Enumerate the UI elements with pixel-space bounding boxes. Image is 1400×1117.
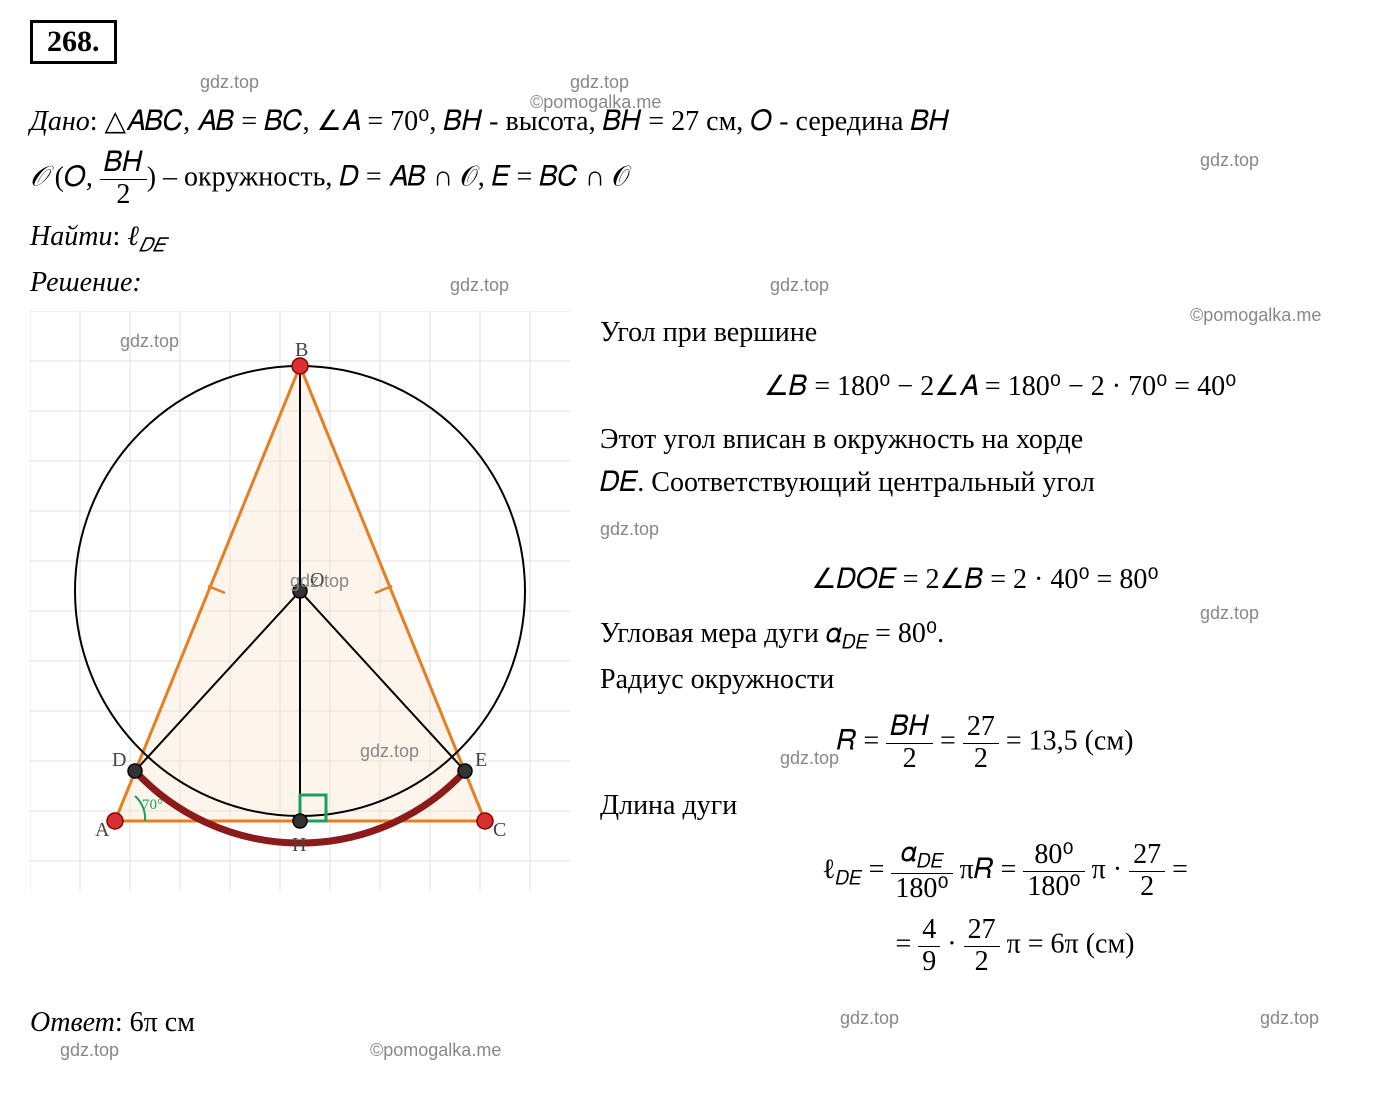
sol-f5: = 49 · 272 π = 6π (см) [600,915,1370,978]
sol-l3: 𝐷𝐸. Соответствующий центральный угол [600,461,1370,504]
problem-number-box: 268. [30,20,117,64]
given-label: Дано [30,106,90,137]
find-text: ℓ𝐷𝐸 [127,221,165,252]
sol-l6: Длина дуги [600,784,1370,827]
solution-label: Решение: [30,267,1370,299]
diagram: gdz.top gdz.top gdz.top [30,311,570,891]
answer-line: Ответ: 6π см [30,1007,1370,1039]
sol-l2: Этот угол вписан в окружность на хорде [600,418,1370,461]
given-text-1: △𝐴𝐵𝐶, 𝐴𝐵 = 𝐵𝐶, ∠𝐴 = 70⁰, 𝐵𝐻 - высота, 𝐵𝐻… [105,106,950,137]
label-C: C [493,819,506,841]
label-D: D [112,749,126,771]
find-label: Найти [30,221,112,252]
given-line-2: 𝒪 (𝑂, B𝐵𝐻2) – окружность, 𝐷 = 𝐴𝐵 ∩ 𝒪, 𝐸 … [30,148,1370,211]
sol-l1: Угол при вершине [600,311,1370,354]
given-script-o: 𝒪 [30,162,48,193]
sol-f4: ℓ𝐷𝐸 = 𝛼𝐷𝐸180⁰ π𝑅 = 80⁰180⁰ π · 272 = [600,838,1370,905]
find-line: Найти: ℓ𝐷𝐸 [30,221,1370,258]
answer-text: 6π см [130,1007,195,1038]
sol-f3: 𝑅 = 𝐵𝐻2 = 272 = 13,5 (см) [600,712,1370,775]
watermark-gdz: gdz.top [60,1040,119,1061]
main-content: gdz.top gdz.top gdz.top [30,311,1370,987]
sol-f1: ∠𝐵 = 180⁰ − 2∠𝐴 = 180⁰ − 2 · 70⁰ = 40⁰ [600,365,1370,408]
label-B: B [295,339,308,361]
sol-f2: ∠𝐷𝑂𝐸 = 2∠𝐵 = 2 · 40⁰ = 80⁰ [600,558,1370,601]
sol-l5: Радиус окружности [600,658,1370,701]
geometry-svg: 70° B A C H O D E [30,311,570,891]
label-O: O [310,569,324,591]
given-paren: (𝑂, B𝐵𝐻2) [55,162,156,193]
watermark-gdz: gdz.top [600,519,659,539]
given-line-1: Дано: △𝐴𝐵𝐶, 𝐴𝐵 = 𝐵𝐶, ∠𝐴 = 70⁰, 𝐵𝐻 - высо… [30,104,1370,138]
given-text-2: – окружность, 𝐷 = 𝐴𝐵 ∩ 𝒪, 𝐸 = 𝐵𝐶 ∩ 𝒪 [163,162,630,193]
label-H: H [292,834,306,856]
label-E: E [475,749,487,771]
sol-l4: Угловая мера дуги 𝛼𝐷𝐸 = 80⁰. [600,612,1370,659]
label-A: A [95,819,110,841]
watermark-pomo: ©pomogalka.me [370,1040,501,1061]
solution-text: Угол при вершине ∠𝐵 = 180⁰ − 2∠𝐴 = 180⁰ … [600,311,1370,987]
watermark-gdz: gdz.top [200,72,259,93]
angle-70-label: 70° [142,797,163,813]
problem-number: 268. [47,25,100,58]
answer-label: Ответ [30,1007,115,1038]
watermark-gdz: gdz.top [570,72,629,93]
